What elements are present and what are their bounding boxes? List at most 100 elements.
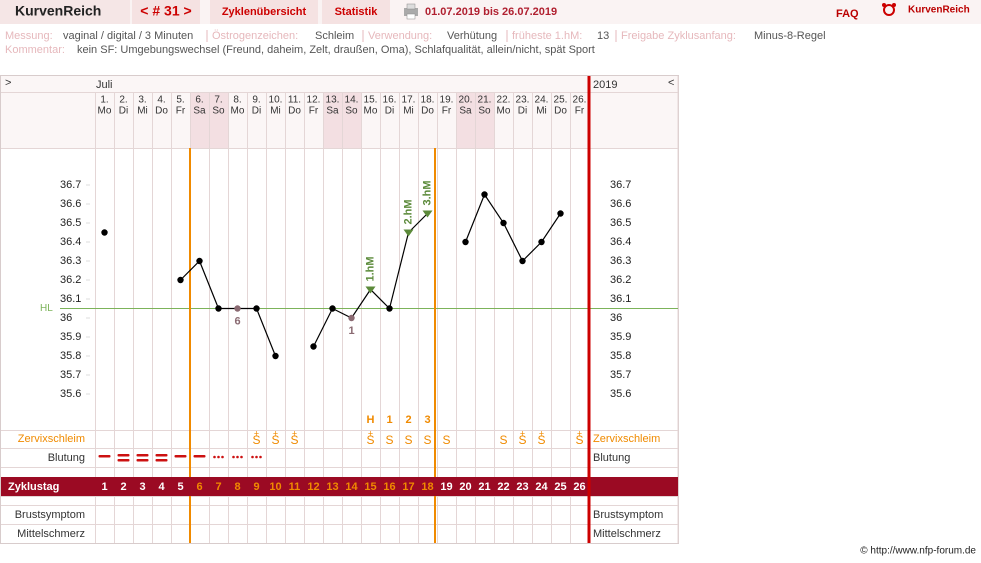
cycle-day: 26 bbox=[573, 481, 585, 493]
y-tick-label-right: 36.5 bbox=[610, 217, 631, 229]
bleeding-dash bbox=[155, 454, 168, 457]
cycle-day: 13 bbox=[326, 481, 338, 493]
weekend-shade bbox=[190, 93, 209, 148]
info-label: Verwendung: bbox=[368, 30, 432, 42]
info-label: Freigabe Zyklusanfang: bbox=[621, 30, 736, 42]
y-tick-label-right: 36.7 bbox=[610, 179, 631, 191]
temperature-point bbox=[272, 352, 279, 360]
y-tick-label-right: 36.3 bbox=[610, 255, 631, 267]
y-tick-label-right: 36.1 bbox=[610, 293, 631, 305]
weekday-label: So bbox=[478, 106, 491, 117]
tab[interactable] bbox=[210, 0, 318, 24]
cervix-mark: S bbox=[442, 433, 450, 447]
cycle-day-band bbox=[1, 477, 678, 496]
temperature-point bbox=[196, 257, 203, 265]
day-label: 1. bbox=[100, 95, 108, 106]
weekday-label: Fr bbox=[575, 106, 585, 117]
bleeding-dash bbox=[117, 454, 130, 457]
info-value: Verhütung bbox=[447, 30, 497, 42]
cervix-mark: S bbox=[252, 433, 260, 447]
weekday-label: Mi bbox=[137, 106, 148, 117]
month: Juli bbox=[96, 79, 113, 91]
printer-icon[interactable] bbox=[404, 3, 418, 20]
temperature-point bbox=[253, 305, 260, 312]
weekday-label: Do bbox=[288, 106, 301, 117]
day-label: 8. bbox=[233, 95, 241, 106]
bleeding-dot bbox=[251, 455, 254, 459]
bleeding-dash bbox=[155, 459, 168, 462]
day-label: 23. bbox=[516, 95, 530, 106]
cervix-plus: + bbox=[254, 428, 259, 438]
cycle-day: 9 bbox=[253, 481, 259, 493]
row-label: Blutung bbox=[48, 452, 85, 464]
weekday-label: Do bbox=[421, 106, 434, 117]
cycle-day: 18 bbox=[421, 481, 433, 493]
bleeding-mark bbox=[174, 455, 187, 458]
cycle-day: 2 bbox=[120, 481, 126, 493]
nav-box[interactable] bbox=[132, 0, 200, 24]
day-label: 16. bbox=[383, 95, 397, 106]
y-tick-label: 36 bbox=[60, 312, 72, 324]
faq-link[interactable]: FAQ bbox=[836, 8, 859, 20]
cycle-day: 3 bbox=[139, 481, 145, 493]
bleeding-dot bbox=[255, 455, 258, 459]
cycle-day: 17 bbox=[402, 481, 414, 493]
y-tick-label: 35.7 bbox=[60, 369, 81, 381]
y-tick-label-right: 35.6 bbox=[610, 388, 631, 400]
info-rows: Messung: vaginal / digital / 3 Minuten Öst… bbox=[5, 30, 826, 56]
day-label: 6. bbox=[195, 95, 203, 106]
logo-box bbox=[0, 0, 130, 24]
bleeding-dot bbox=[236, 455, 239, 459]
bleeding-mark bbox=[155, 454, 168, 462]
weekday-label: Di bbox=[252, 106, 261, 117]
cycle-day: 11 bbox=[289, 481, 301, 493]
weekday-label: Sa bbox=[326, 106, 339, 117]
cycle-day: 25 bbox=[554, 481, 566, 493]
year: 2019 bbox=[593, 79, 617, 91]
y-tick-label: 36.7 bbox=[60, 179, 81, 191]
tab[interactable] bbox=[322, 0, 390, 24]
temperature-point bbox=[329, 305, 336, 312]
footer: © http://www.nfp-forum.de bbox=[860, 546, 976, 557]
weekend-shade bbox=[475, 93, 494, 148]
weekday-label: Fr bbox=[442, 106, 452, 117]
cycle-day: 4 bbox=[158, 481, 165, 493]
weekday-label: Di bbox=[518, 106, 527, 117]
comment-value: kein SF: Umgebungswechsel (Freund, dahei… bbox=[77, 44, 595, 56]
high-measurement bbox=[365, 286, 376, 294]
y-tick-label-right: 35.8 bbox=[610, 350, 631, 362]
row-label: Zyklustag bbox=[8, 481, 59, 493]
info-label: früheste 1.hM: bbox=[512, 30, 582, 42]
y-tick-label: 36.4 bbox=[60, 236, 81, 248]
cervix-mark: S bbox=[404, 433, 412, 447]
cervix-mark: S bbox=[385, 433, 393, 447]
day-label: 12. bbox=[307, 95, 321, 106]
y-tick-label-right: 36.4 bbox=[610, 236, 631, 248]
cervix-plus: + bbox=[539, 428, 544, 438]
day-label: 22. bbox=[497, 95, 511, 106]
temperature-point bbox=[519, 257, 526, 265]
cervix-mark: S bbox=[366, 433, 374, 447]
cycle-day: 24 bbox=[535, 481, 548, 493]
cycle-day: 23 bbox=[516, 481, 528, 493]
scroll-right: < bbox=[668, 77, 674, 89]
temperature-point bbox=[557, 210, 564, 217]
bleeding-dot bbox=[213, 455, 216, 459]
tab-label[interactable]: Statistik bbox=[335, 6, 379, 18]
info-label: Messung: bbox=[5, 30, 53, 42]
tab-label[interactable]: Zyklenübersicht bbox=[222, 6, 307, 18]
temperature-point bbox=[348, 314, 355, 322]
temperature-point bbox=[177, 276, 184, 284]
row-label: Zervixschleim bbox=[18, 433, 85, 445]
y-tick-label-right: 35.7 bbox=[610, 369, 631, 381]
temperature-point bbox=[386, 305, 393, 312]
y-tick-label: 36.6 bbox=[60, 198, 81, 210]
temperature-point bbox=[234, 305, 241, 312]
weekend-shade bbox=[342, 93, 361, 148]
cervix-plus: + bbox=[368, 428, 373, 438]
date-range: 01.07.2019 bis 26.07.2019 bbox=[425, 6, 557, 18]
cycle-nav[interactable]: < # 31 > bbox=[140, 3, 191, 19]
bleeding-dash bbox=[117, 459, 130, 462]
bleeding-dash bbox=[174, 455, 187, 458]
